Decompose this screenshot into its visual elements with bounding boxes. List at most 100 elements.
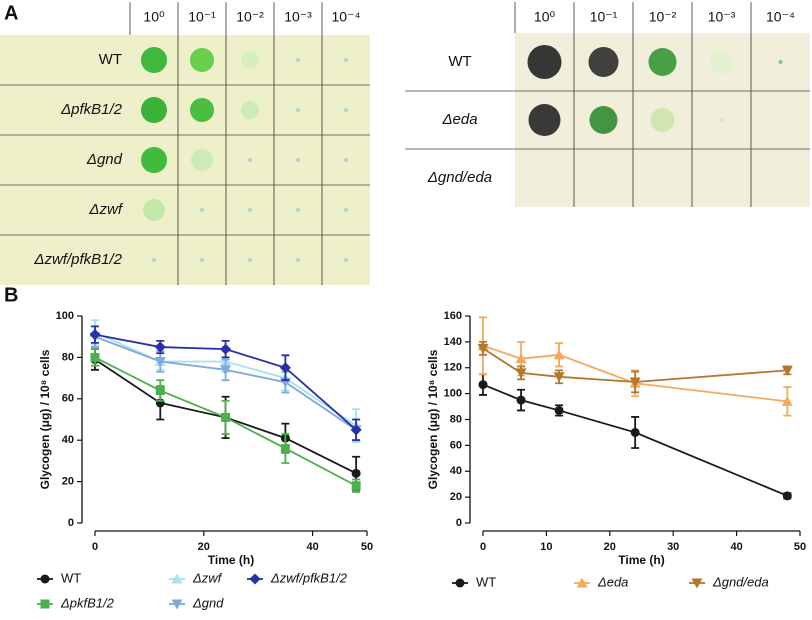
data-point <box>781 365 793 376</box>
colony-spot <box>190 48 214 72</box>
colony-spot <box>241 51 259 69</box>
x-tick-label: 20 <box>198 541 210 553</box>
dilution-header: 10⁻¹ <box>590 9 618 25</box>
strain-label: Δgnd/eda <box>427 169 492 186</box>
strain-label: WT <box>448 53 471 70</box>
y-tick-label: 20 <box>450 491 462 503</box>
colony-spot <box>344 208 348 212</box>
data-point <box>351 468 361 478</box>
colony-spot <box>191 149 213 171</box>
colony-spot <box>141 97 167 123</box>
legend-marker <box>40 599 50 609</box>
data-point <box>630 427 640 437</box>
y-tick-label: 100 <box>56 310 74 322</box>
colony-spot <box>527 45 562 79</box>
legend-marker <box>40 574 50 584</box>
y-tick-label: 40 <box>62 434 74 446</box>
x-tick-label: 50 <box>794 541 806 553</box>
data-point <box>782 491 792 501</box>
data-point <box>478 380 488 390</box>
data-point <box>279 362 291 374</box>
x-tick-label: 0 <box>480 541 486 553</box>
data-point <box>89 329 101 341</box>
legend-marker <box>455 578 465 588</box>
x-tick-label: 0 <box>92 541 98 553</box>
data-point <box>154 341 166 353</box>
data-point <box>220 365 232 376</box>
x-tick-label: 30 <box>667 541 679 553</box>
colony-spot <box>344 258 348 262</box>
strain-label: Δzwf/pfkB1/2 <box>33 251 122 268</box>
x-tick-label: 40 <box>306 541 318 553</box>
colony-spot <box>141 47 167 73</box>
dilution-header: 10⁻³ <box>708 9 736 25</box>
strain-label: Δgnd <box>86 151 123 168</box>
dilution-header: 10⁰ <box>534 9 556 25</box>
data-point <box>515 353 527 364</box>
legend-marker <box>576 577 588 588</box>
x-tick-label: 40 <box>730 541 742 553</box>
strain-label: ΔpfkB1/2 <box>60 101 123 118</box>
data-point <box>220 343 232 355</box>
y-tick-label: 40 <box>450 465 462 477</box>
colony-spot <box>648 48 677 76</box>
x-axis-label: Time (h) <box>208 553 254 567</box>
x-axis-label: Time (h) <box>618 553 664 567</box>
y-tick-label: 0 <box>456 517 462 529</box>
legend-marker <box>171 573 183 584</box>
colony-spot <box>296 208 300 212</box>
colony-spot <box>344 58 348 62</box>
dilution-header: 10⁻⁴ <box>332 9 361 25</box>
data-point <box>351 481 361 491</box>
legend-label: Δgnd/eda <box>712 574 769 589</box>
legend-label: WT <box>61 570 81 585</box>
legend-marker <box>691 578 703 589</box>
x-tick-label: 10 <box>540 541 552 553</box>
data-point <box>629 377 641 388</box>
y-tick-label: 160 <box>444 310 462 322</box>
colony-spot <box>190 98 214 122</box>
legend-label: ΔpkfB1/2 <box>60 595 115 610</box>
colony-spot <box>296 108 300 112</box>
legend-marker <box>249 573 261 585</box>
colony-spot <box>248 258 252 262</box>
y-tick-label: 80 <box>62 351 74 363</box>
colony-spot <box>778 60 783 64</box>
colony-spot <box>719 118 724 122</box>
data-point <box>221 412 231 422</box>
data-point <box>477 343 489 354</box>
colony-spot <box>344 108 348 112</box>
colony-spot <box>589 106 618 134</box>
colony-spot <box>141 147 167 173</box>
data-point <box>515 368 527 379</box>
dilution-header: 10⁻² <box>236 9 264 25</box>
plate-background <box>0 35 370 285</box>
colony-spot <box>200 258 204 262</box>
y-tick-label: 60 <box>62 393 74 405</box>
colony-spot <box>528 104 561 136</box>
data-point <box>781 395 793 406</box>
data-point <box>553 349 565 360</box>
colony-spot <box>296 258 300 262</box>
colony-spot <box>296 158 300 162</box>
data-point <box>155 386 165 396</box>
y-axis-label: Glycogen (μg) / 10⁸ cells <box>426 349 440 489</box>
y-tick-label: 100 <box>444 388 462 400</box>
y-tick-label: 0 <box>68 517 74 529</box>
y-tick-label: 20 <box>62 476 74 488</box>
legend-marker <box>171 599 183 610</box>
x-tick-label: 50 <box>361 541 373 553</box>
colony-spot <box>588 47 619 77</box>
colony-spot <box>709 50 734 74</box>
legend-label: Δzwf <box>192 570 223 585</box>
colony-spot <box>152 258 156 262</box>
y-tick-label: 60 <box>450 439 462 451</box>
legend-label: WT <box>476 574 496 589</box>
dilution-header: 10⁻¹ <box>188 9 216 25</box>
panel-label: B <box>4 284 18 306</box>
legend-label: Δeda <box>597 574 628 589</box>
strain-label: Δzwf <box>88 201 123 218</box>
colony-spot <box>200 208 204 212</box>
y-tick-label: 120 <box>444 362 462 374</box>
